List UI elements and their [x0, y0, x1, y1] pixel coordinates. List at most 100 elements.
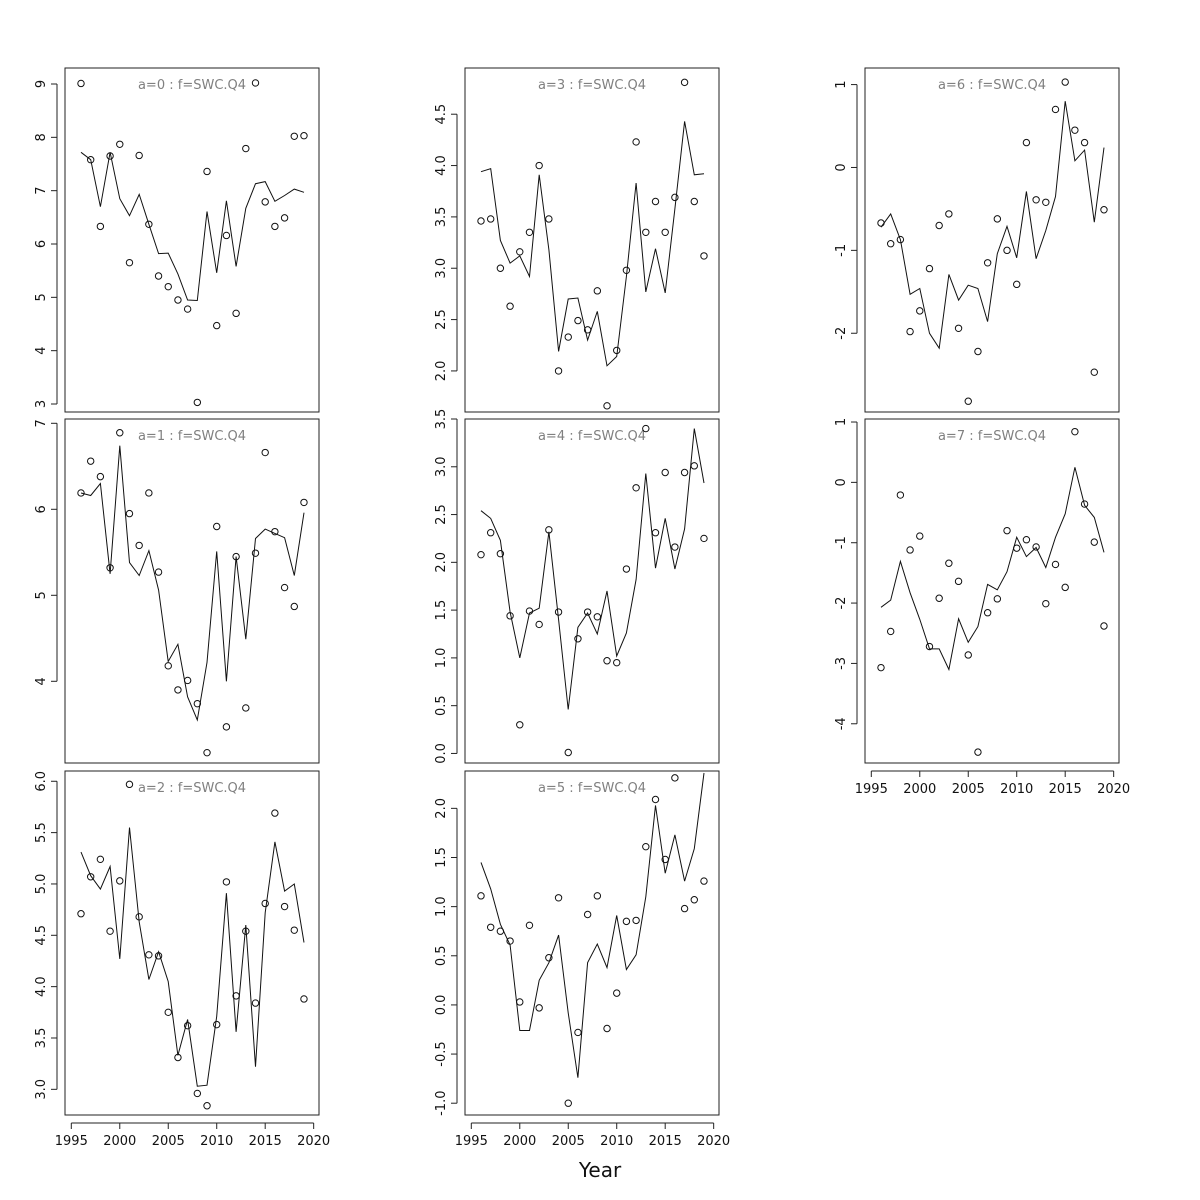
- observed-point: [925, 642, 934, 651]
- observed-point: [261, 198, 269, 206]
- observed-point: [632, 484, 640, 492]
- x-tick-label: 2010: [600, 1134, 633, 1149]
- y-axis: 0.0 0.5 1.0 1.5 2.0 2.5 3.0 3.5: [434, 409, 458, 764]
- observed-points: [477, 78, 708, 410]
- observed-point: [193, 1089, 202, 1098]
- observed-point: [486, 923, 495, 931]
- y-tick-label: 4.5: [434, 104, 449, 125]
- observed-point: [486, 215, 495, 223]
- observed-point: [613, 346, 621, 355]
- observed-point: [945, 210, 953, 218]
- observed-point: [1042, 198, 1050, 206]
- observed-point: [106, 564, 114, 572]
- observed-point: [877, 219, 885, 227]
- y-axis: 4 5 6 7: [34, 419, 58, 685]
- observed-point: [251, 79, 260, 87]
- observed-point: [164, 282, 172, 291]
- observed-point: [96, 222, 105, 231]
- observed-point: [116, 429, 124, 437]
- observed-point: [251, 549, 260, 557]
- y-tick-label: 3.5: [434, 409, 449, 430]
- y-tick-label: 1.0: [434, 648, 449, 669]
- observed-point: [300, 132, 308, 140]
- observed-point: [116, 140, 124, 148]
- observed-point: [106, 927, 114, 935]
- observed-point: [622, 266, 631, 274]
- y-tick-label: 0: [834, 478, 849, 486]
- observed-point: [222, 878, 231, 886]
- observed-point: [906, 546, 914, 554]
- y-tick-label: 2.5: [434, 309, 449, 330]
- x-axis: 1995 2000 2005 2010 2015 2020: [55, 1122, 330, 1149]
- observed-point: [1013, 280, 1021, 289]
- observed-point: [642, 424, 650, 433]
- observed-point: [1061, 78, 1069, 86]
- observed-point: [574, 635, 582, 643]
- x-tick-label: 2000: [903, 782, 936, 797]
- observed-point: [164, 1008, 172, 1017]
- x-tick-label: 2010: [200, 1134, 233, 1149]
- y-tick-label: 0: [834, 163, 849, 171]
- y-tick-label: 2.0: [434, 798, 449, 819]
- observed-points: [877, 427, 1108, 756]
- observed-point: [1100, 206, 1108, 214]
- observed-point: [545, 215, 553, 223]
- observed-point: [651, 529, 660, 537]
- y-tick-label: -1: [834, 244, 849, 257]
- observed-point: [1071, 126, 1079, 134]
- y-tick-label: 6: [34, 240, 49, 248]
- observed-points: [77, 429, 308, 757]
- y-tick-label: 8: [34, 133, 49, 141]
- observed-point: [896, 491, 905, 499]
- x-axis: 1995 2000 2005 2010 2015 2020: [455, 1122, 730, 1149]
- observed-point: [535, 1004, 543, 1012]
- x-tick-label: 2005: [552, 1134, 585, 1149]
- x-tick-label: 1995: [455, 1134, 488, 1149]
- observed-point: [603, 657, 611, 665]
- observed-point: [906, 327, 914, 336]
- observed-point: [661, 855, 669, 864]
- x-tick-label: 2015: [649, 1134, 682, 1149]
- observed-point: [993, 595, 1002, 603]
- observed-point: [135, 913, 143, 921]
- observed-point: [564, 333, 572, 341]
- observed-point: [1080, 500, 1089, 508]
- panel-1: a=1 : f=SWC.Q4 4 5 6 7: [34, 418, 320, 764]
- observed-point: [77, 489, 85, 497]
- observed-point: [574, 1028, 582, 1037]
- observed-point: [622, 565, 631, 573]
- observed-point: [516, 721, 524, 729]
- observed-point: [554, 894, 563, 902]
- observed-point: [671, 193, 679, 202]
- panel-0: a=0 : f=SWC.Q4 3 4 5 6 7 8 9: [34, 67, 320, 413]
- observed-point: [213, 1020, 221, 1029]
- observed-point: [993, 215, 1002, 223]
- y-axis: 3.0 3.5 4.0 4.5 5.0 5.5 6.0: [34, 771, 58, 1100]
- y-tick-label: 0.5: [434, 945, 449, 966]
- observed-point: [261, 899, 269, 908]
- panel-6: a=6 : f=SWC.Q4 -2 -1 0 1: [834, 67, 1120, 413]
- y-tick-label: 5: [34, 293, 49, 301]
- x-tick-label: 2000: [503, 1134, 536, 1149]
- panel-5: a=5 : f=SWC.Q4 -1.0 -0.5 0.0 0.5 1.0 1.5 2.0 199…: [434, 770, 730, 1149]
- observed-point: [642, 842, 650, 851]
- y-tick-label: 3.0: [34, 1079, 49, 1100]
- observed-point: [232, 992, 240, 1000]
- observed-points: [77, 79, 308, 407]
- y-tick-label: 1: [834, 80, 849, 88]
- y-tick-label: 5.0: [34, 874, 49, 895]
- x-tick-label: 2020: [697, 1134, 730, 1149]
- observed-point: [271, 527, 279, 536]
- observed-point: [477, 550, 485, 559]
- y-axis: -4 -3 -2 -1 0 1: [834, 418, 858, 730]
- observed-point: [145, 951, 153, 959]
- observed-point: [486, 529, 495, 537]
- observed-point: [96, 472, 105, 481]
- observed-point: [242, 704, 250, 712]
- observed-point: [116, 877, 124, 885]
- observed-points: [877, 78, 1108, 405]
- observed-point: [1071, 427, 1079, 436]
- observed-point: [700, 877, 708, 885]
- observed-point: [280, 902, 289, 911]
